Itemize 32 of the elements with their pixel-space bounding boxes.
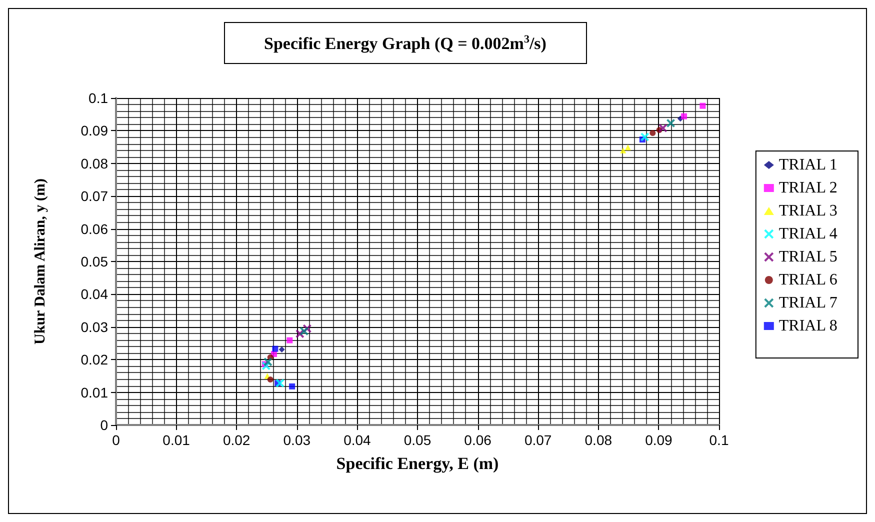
- y-tick-label: 0.09: [80, 122, 108, 139]
- x-tick-label: 0.05: [404, 432, 432, 448]
- y-tick-label: 0.01: [80, 384, 108, 400]
- legend-label: TRIAL 2: [778, 180, 838, 196]
- y-tick-label: 0.03: [80, 318, 108, 335]
- y-tick-label: 0.08: [80, 155, 108, 172]
- x-tick-label: 0.06: [464, 432, 492, 448]
- legend-label: TRIAL 5: [778, 248, 838, 266]
- y-tick-label: 0.02: [80, 352, 108, 368]
- x-tick-label: 0.07: [524, 432, 552, 448]
- legend-label: TRIAL 7: [778, 294, 838, 312]
- y-tick-label: 0.04: [80, 286, 108, 302]
- x-tick-label: 0.08: [584, 432, 612, 448]
- x-axis-title: Specific Energy, E (m): [336, 454, 499, 473]
- x-tick-label: 0.1: [709, 432, 729, 448]
- y-tick-label: 0.1: [88, 90, 108, 106]
- legend-label: TRIAL 6: [778, 272, 838, 288]
- x-tick-label: 0: [112, 432, 120, 448]
- y-tick-label: 0.06: [80, 220, 108, 237]
- x-tick-label: 0.09: [645, 432, 673, 448]
- x-tick-label: 0.02: [222, 432, 250, 448]
- x-tick-label: 0.04: [344, 432, 372, 448]
- x-tick-label: 0.03: [283, 432, 311, 448]
- y-axis-title: Ukur Dalam Aliran, y (m): [32, 178, 48, 344]
- y-tick-label: 0: [100, 417, 108, 433]
- y-tick-label: 0.05: [80, 254, 108, 270]
- legend-label: TRIAL 3: [778, 202, 838, 220]
- legend-label: TRIAL 4: [778, 226, 838, 242]
- legend-label: TRIAL 1: [778, 156, 838, 174]
- x-tick-label: 0.01: [162, 432, 190, 448]
- y-tick-label: 0.07: [80, 188, 108, 204]
- legend-label: TRIAL 8: [778, 318, 838, 334]
